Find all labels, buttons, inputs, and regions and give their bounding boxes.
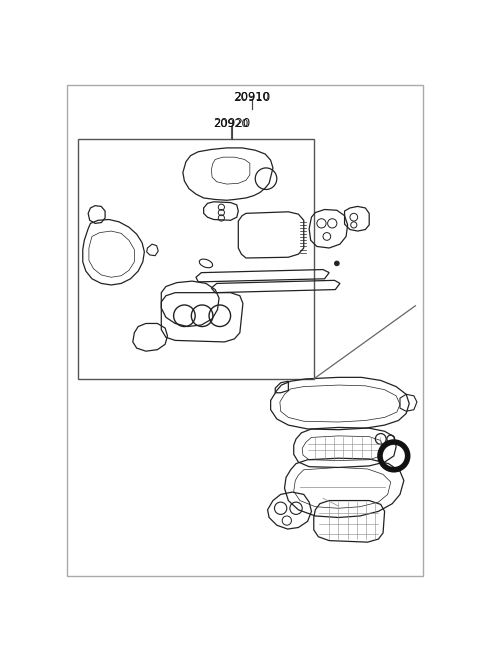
FancyBboxPatch shape bbox=[67, 84, 423, 576]
Text: 20920: 20920 bbox=[214, 117, 251, 130]
FancyBboxPatch shape bbox=[78, 139, 314, 379]
Text: 20910: 20910 bbox=[235, 92, 270, 102]
Text: 20920: 20920 bbox=[213, 119, 248, 128]
Text: 20910: 20910 bbox=[234, 91, 271, 104]
Circle shape bbox=[335, 261, 339, 266]
